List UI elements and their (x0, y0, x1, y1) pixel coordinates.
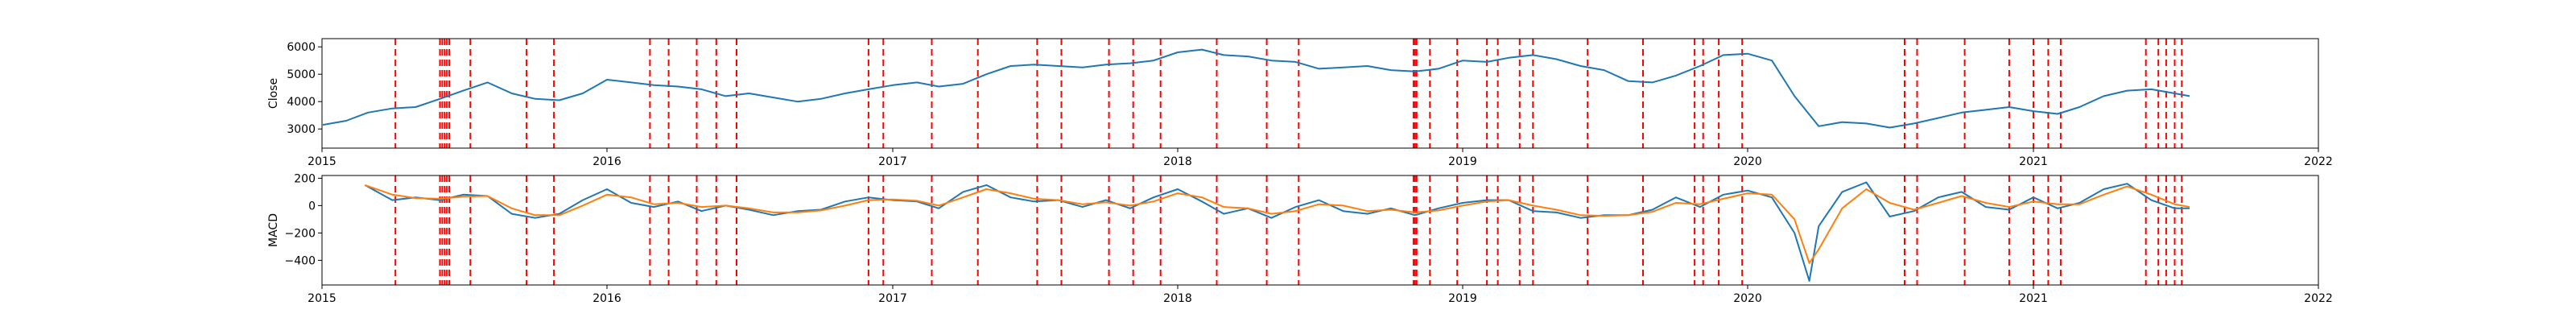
x-tick-label: 2015 (308, 155, 336, 168)
y-tick-label: 0 (308, 200, 316, 213)
y-tick-label: 4000 (287, 96, 316, 109)
close-y-axis-label: Close (267, 78, 280, 109)
y-tick-label: 3000 (287, 123, 316, 136)
close-series (322, 48, 2190, 129)
macd-line (364, 181, 2190, 282)
close-line (322, 48, 2190, 129)
x-tick-label: 2020 (1733, 155, 1762, 168)
y-tick-label: −200 (285, 227, 316, 240)
macd-plot-frame (321, 175, 2319, 286)
x-tick-label: 2021 (2019, 155, 2048, 168)
macd-panel: 2015 2016 2017 2018 2019 2020 2021 2022 −400 −20… (267, 172, 2333, 305)
x-tick-label: 2016 (592, 292, 621, 305)
x-tick-label: 2016 (592, 155, 621, 168)
close-plot-frame (321, 38, 2319, 149)
x-tick-label: 2019 (1448, 292, 1477, 305)
x-tick-label: 2015 (308, 292, 336, 305)
macd-y-axis-label: MACD (267, 213, 280, 247)
x-tick-label: 2017 (878, 292, 907, 305)
y-tick-label: 200 (294, 172, 316, 185)
close-y-axis: 3000 4000 5000 6000 (287, 41, 322, 136)
y-tick-label: 5000 (287, 68, 316, 81)
x-tick-label: 2022 (2304, 292, 2333, 305)
x-tick-label: 2018 (1163, 292, 1192, 305)
macd-event-markers (394, 175, 2183, 285)
macd-x-axis: 2015 2016 2017 2018 2019 2020 2021 2022 (308, 285, 2333, 305)
macd-y-axis: −400 −200 0 200 (285, 172, 322, 267)
x-tick-label: 2021 (2019, 292, 2048, 305)
close-panel: 2015 2016 2017 2018 2019 2020 2021 2022 3000 400… (267, 38, 2333, 168)
close-x-axis: 2015 2016 2017 2018 2019 2020 2021 2022 (308, 148, 2333, 168)
x-tick-label: 2020 (1733, 292, 1762, 305)
close-event-markers (394, 39, 2183, 148)
y-tick-label: 6000 (287, 41, 316, 54)
x-tick-label: 2022 (2304, 155, 2333, 168)
macd-series (364, 181, 2190, 282)
x-tick-label: 2019 (1448, 155, 1477, 168)
signal-line (364, 184, 2190, 264)
x-tick-label: 2018 (1163, 155, 1192, 168)
y-tick-label: −400 (285, 254, 316, 267)
x-tick-label: 2017 (878, 155, 907, 168)
